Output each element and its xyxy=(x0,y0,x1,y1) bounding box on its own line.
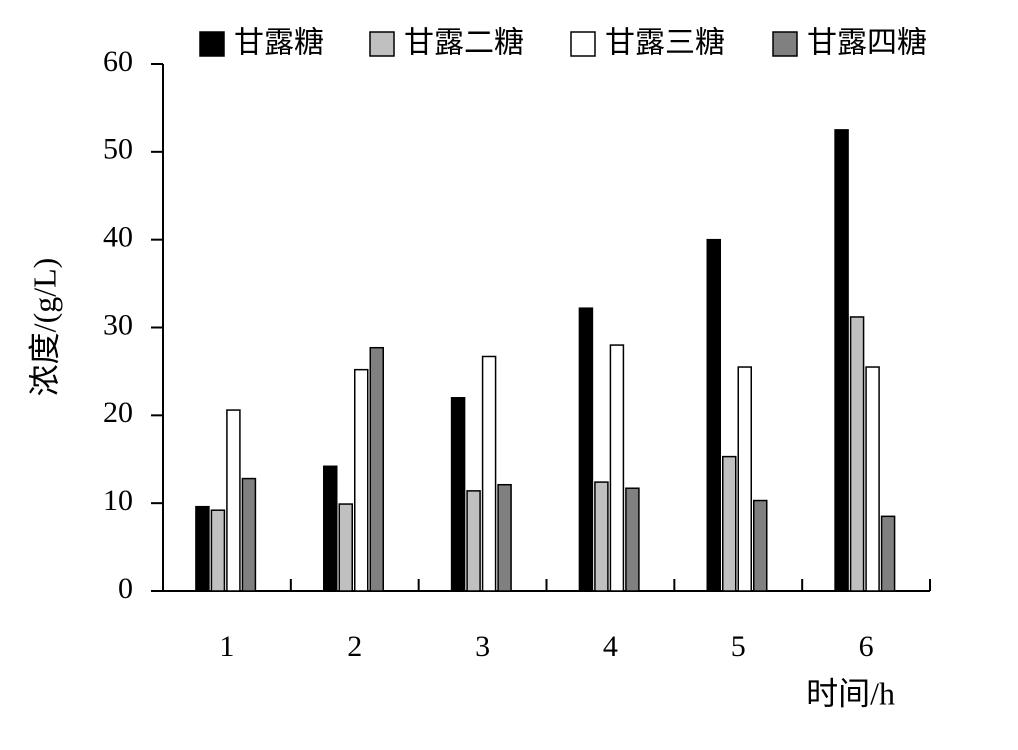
legend-label: 甘露二糖 xyxy=(404,26,524,61)
bar xyxy=(625,487,640,592)
bar xyxy=(195,505,210,592)
legend-swatch xyxy=(570,31,596,57)
legend-swatch xyxy=(369,31,395,57)
bar xyxy=(338,503,353,592)
bar xyxy=(481,355,497,592)
bar xyxy=(609,344,625,592)
bar xyxy=(865,366,880,592)
x-tick-label: 5 xyxy=(731,630,746,663)
bar xyxy=(210,509,226,592)
y-tick-label: 20 xyxy=(103,396,133,429)
x-axis-label: 时间/h xyxy=(806,675,895,711)
x-tick-label: 3 xyxy=(475,630,490,663)
bar xyxy=(226,409,241,592)
y-tick-label: 0 xyxy=(118,572,133,605)
legend-swatch xyxy=(772,31,798,57)
bar xyxy=(594,481,609,592)
bar xyxy=(369,346,384,592)
x-tick-label: 4 xyxy=(603,630,618,663)
bar xyxy=(880,515,896,592)
x-tick-label: 6 xyxy=(859,630,874,663)
x-tick-label: 2 xyxy=(347,630,362,663)
legend-swatch xyxy=(199,31,225,57)
y-tick-label: 30 xyxy=(103,308,133,341)
legend-label: 甘露三糖 xyxy=(605,26,725,61)
y-tick-label: 50 xyxy=(103,133,133,166)
y-axis-label: 浓度/(g/L) xyxy=(26,258,62,397)
y-tick-label: 60 xyxy=(103,45,133,78)
bar xyxy=(737,366,752,592)
legend-label: 甘露四糖 xyxy=(807,26,927,61)
y-tick-label: 40 xyxy=(103,221,133,254)
bar xyxy=(323,465,338,592)
y-tick-label: 10 xyxy=(103,484,133,517)
bar xyxy=(706,238,721,592)
bar xyxy=(450,397,466,592)
bar xyxy=(354,368,369,592)
bar xyxy=(722,455,737,592)
bar xyxy=(834,129,849,592)
bar xyxy=(497,483,512,592)
legend-label: 甘露糖 xyxy=(234,26,324,61)
bar xyxy=(578,307,594,592)
bar xyxy=(241,477,257,592)
bar xyxy=(466,490,481,592)
x-tick-label: 1 xyxy=(219,630,234,663)
bar xyxy=(753,499,768,592)
bar xyxy=(849,316,865,592)
